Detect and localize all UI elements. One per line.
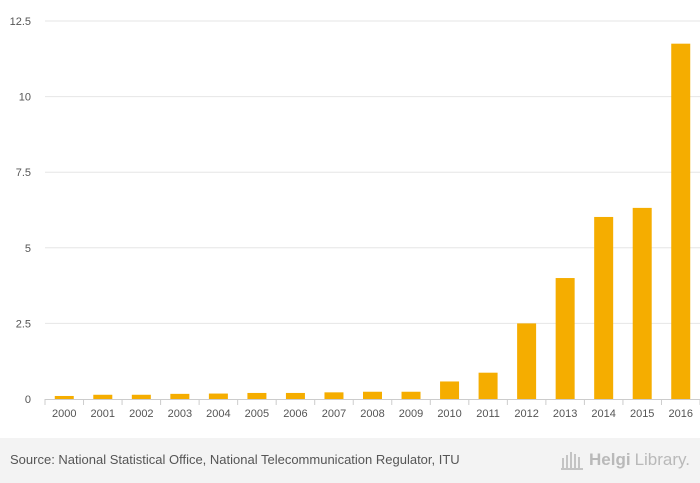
brand-main: Helgi	[589, 450, 631, 469]
bar-2010[interactable]	[440, 381, 460, 399]
bar-2012[interactable]	[517, 323, 537, 399]
x-tick-label: 2005	[245, 408, 269, 420]
gridlines	[45, 20, 700, 324]
x-tick-label: 2003	[168, 408, 192, 420]
bar-2007[interactable]	[324, 392, 344, 399]
x-axis-ticks: 2000 2001 2002 2003 2004 2005 2006 2007 2008 2009…	[44, 399, 700, 420]
library-building-icon	[561, 452, 583, 470]
y-tick-label: 5	[25, 243, 31, 255]
y-tick-label: 12.5	[10, 16, 31, 28]
bar-2011[interactable]	[478, 372, 498, 399]
bar-2013[interactable]	[555, 278, 575, 399]
bar-2008[interactable]	[363, 391, 382, 399]
bars	[54, 43, 691, 400]
bar-2000[interactable]	[54, 395, 74, 399]
x-tick-label: 2011	[476, 408, 500, 420]
y-tick-label: 2.5	[16, 318, 31, 330]
y-tick-label: 7.5	[16, 167, 31, 179]
bar-2002[interactable]	[131, 394, 151, 399]
x-tick-label: 2007	[322, 408, 346, 420]
x-tick-label: 2006	[283, 408, 307, 420]
x-tick-label: 2016	[668, 408, 692, 420]
x-tick-label: 2012	[514, 408, 538, 420]
x-tick-label: 2002	[129, 408, 153, 420]
x-tick-label: 2000	[52, 408, 76, 420]
bar-2001[interactable]	[93, 394, 113, 399]
bar-2004[interactable]	[208, 393, 228, 399]
x-tick-label: 2008	[360, 408, 384, 420]
bar-2005[interactable]	[247, 392, 267, 399]
source-note: Source: National Statistical Office, Nat…	[10, 452, 460, 467]
bar-2016[interactable]	[671, 43, 691, 400]
x-tick-label: 2010	[437, 408, 461, 420]
x-tick-label: 2013	[553, 408, 577, 420]
x-tick-label: 2009	[399, 408, 423, 420]
x-tick-label: 2014	[591, 408, 615, 420]
x-tick-label: 2015	[630, 408, 654, 420]
x-tick-label: 2004	[206, 408, 230, 420]
chart-footer: Source: National Statistical Office, Nat…	[0, 438, 700, 483]
y-tick-label: 0	[25, 394, 31, 406]
bar-2006[interactable]	[285, 392, 305, 399]
x-tick-label: 2001	[91, 408, 115, 420]
helgi-library-logo[interactable]: Helgi Library.	[561, 448, 690, 472]
brand-lib: Library.	[634, 450, 690, 469]
bar-2014[interactable]	[594, 216, 614, 399]
bar-2015[interactable]	[632, 207, 652, 399]
y-axis-ticks: 0 2.5 5 7.5 10 12.5	[10, 16, 31, 406]
bar-2003[interactable]	[170, 393, 190, 399]
bar-2009[interactable]	[401, 391, 421, 399]
y-tick-label: 10	[19, 92, 31, 104]
